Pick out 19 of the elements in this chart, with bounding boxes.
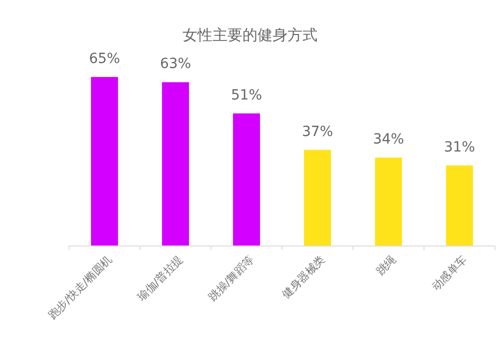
bar (446, 165, 473, 246)
data-label: 65% (88, 51, 120, 67)
data-label: 37% (302, 124, 334, 140)
x-tick-label: 跳操/舞蹈等 (206, 252, 257, 304)
data-label: 31% (444, 139, 476, 156)
bar (375, 158, 402, 246)
bar (233, 113, 260, 246)
data-label: 51% (230, 87, 262, 104)
x-tick-label: 动感单车 (429, 252, 470, 294)
x-tick-label: 跳绳 (374, 252, 399, 278)
bar (91, 77, 118, 246)
data-label: 63% (160, 56, 192, 72)
x-tick-label: 跑步/快走/椭圆机 (46, 252, 115, 322)
x-tick-label: 瑜伽/普拉提 (134, 252, 186, 304)
bar (304, 150, 331, 246)
chart-title: 女性主要的健身方式 (182, 26, 318, 44)
bar (162, 82, 189, 246)
x-tick-label: 健身器械类 (280, 252, 328, 302)
data-label: 34% (372, 132, 404, 148)
